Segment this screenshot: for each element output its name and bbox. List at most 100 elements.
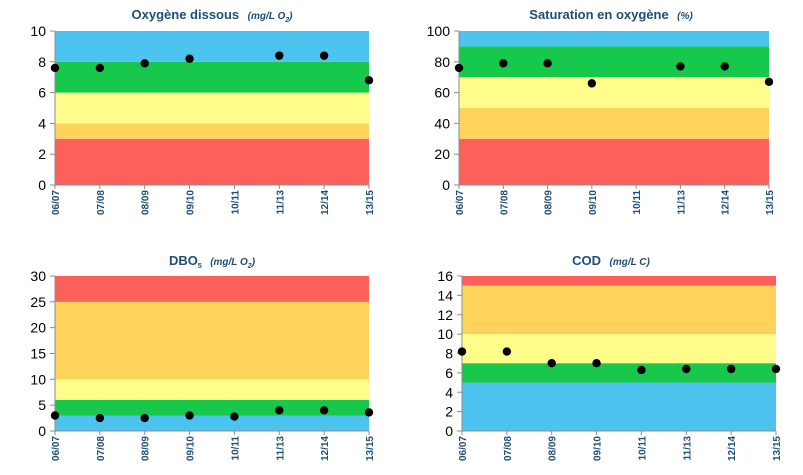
band-red	[55, 276, 369, 302]
data-point	[364, 76, 374, 85]
x-tick-label: 08/09	[544, 190, 555, 215]
x-tick-label: 09/10	[186, 190, 197, 215]
x-tick-label: 06/07	[455, 190, 466, 215]
y-tick-label: 2	[445, 404, 453, 420]
y-tick-label: 4	[445, 384, 453, 400]
y-tick-label: 14	[437, 287, 453, 303]
x-tick-label: 11/13	[676, 190, 687, 215]
y-tick-label: 80	[434, 54, 450, 70]
data-point	[275, 406, 284, 415]
x-tick-label: 08/09	[141, 436, 152, 461]
y-tick-label: 8	[38, 54, 46, 70]
chart-oxygene-dissous: Oxygène dissous (mg/L O2) 0 2 4 6 8 10 06/07 07…	[30, 6, 376, 215]
x-tick-label: 12/14	[727, 436, 738, 461]
x-tick-label: 09/10	[588, 190, 599, 215]
data-point	[592, 358, 601, 368]
y-tick-label: 6	[445, 365, 453, 381]
band-yellow	[55, 379, 369, 400]
x-tick-label: 09/10	[186, 436, 197, 461]
data-point	[185, 54, 194, 63]
y-tick-label: 0	[442, 177, 450, 193]
data-point	[726, 364, 736, 374]
data-point	[50, 63, 60, 73]
data-point	[720, 62, 729, 71]
plot-area: 0 5 10 15 20 25 30 06/07 07/08 08/09 09/10 10/11 11/…	[30, 268, 376, 461]
x-tick-label: 11/13	[275, 190, 286, 215]
y-tick-label: 20	[434, 146, 450, 162]
band-yellow	[55, 92, 369, 124]
y-tick-label: 100	[427, 23, 451, 39]
y-tick-label: 0	[38, 423, 46, 439]
y-tick-label: 16	[437, 268, 453, 284]
band-green	[55, 61, 369, 93]
chart-title: Oxygène dissous (mg/L O2)	[132, 6, 294, 24]
band-orange	[55, 301, 369, 380]
band-green	[462, 363, 776, 383]
y-tick-label: 2	[38, 146, 46, 162]
band-blue	[55, 31, 369, 62]
chart-dbo5: DBO5 (mg/L O2) 0 5 10 15 20 25 30 06/07 07/08 08/…	[30, 253, 376, 461]
data-point	[764, 77, 774, 87]
y-tick-label: 0	[445, 423, 453, 439]
chart-cod: COD (mg/L C) 0 2 4 6 8 10 12 14 16 06/07 07/08 08/0…	[437, 252, 783, 461]
y-tick-label: 30	[30, 268, 46, 284]
x-tick-label: 06/07	[458, 436, 469, 461]
y-tick-label: 60	[434, 85, 450, 101]
y-tick-label: 10	[437, 326, 453, 342]
band-yellow	[459, 77, 769, 108]
x-tick-label: 08/09	[141, 190, 152, 215]
y-tick-label: 20	[30, 320, 46, 336]
y-tick-label: 0	[38, 177, 46, 193]
x-tick-label: 10/11	[230, 436, 241, 461]
band-orange	[462, 285, 776, 335]
data-point	[637, 365, 646, 375]
band-red	[459, 138, 769, 185]
band-red	[55, 138, 369, 185]
chart-title: Saturation en oxygène (%)	[529, 6, 693, 23]
band-blue	[55, 415, 369, 431]
y-tick-label: 25	[30, 294, 46, 310]
band-blue	[462, 382, 776, 431]
plot-area: 0 2 4 6 8 10 06/07 07/08 08/09 09/10 10/11 11/13 12/…	[30, 23, 376, 215]
x-tick-label: 07/08	[503, 436, 514, 461]
chart-title: COD (mg/L C)	[572, 252, 650, 269]
x-tick-label: 07/08	[96, 190, 107, 215]
x-tick-label: 11/13	[682, 436, 693, 461]
data-point	[140, 59, 149, 68]
data-point	[95, 413, 105, 423]
plot-area: 0 20 40 60 80 100 06/07 07/08 08/09 09/10 10/11 11/…	[427, 23, 776, 215]
data-point	[319, 406, 329, 415]
band-blue	[459, 31, 769, 47]
x-tick-label: 06/07	[51, 190, 62, 215]
data-point	[457, 347, 467, 356]
plot-area: 0 2 4 6 8 10 12 14 16 06/07 07/08 08/09 09/10 10/11 11…	[437, 268, 783, 461]
data-point	[185, 411, 194, 420]
y-tick-label: 10	[30, 371, 46, 387]
data-point	[230, 412, 239, 421]
y-tick-label: 8	[445, 346, 453, 362]
data-point	[364, 408, 374, 417]
data-point	[319, 51, 329, 60]
chart-title: DBO5 (mg/L O2)	[169, 253, 256, 272]
band-red	[462, 276, 776, 286]
x-tick-label: 12/14	[320, 436, 331, 461]
data-point	[547, 358, 556, 368]
data-point	[543, 59, 552, 68]
x-tick-label: 10/11	[632, 190, 643, 215]
x-tick-label: 13/15	[365, 436, 376, 461]
y-tick-label: 40	[434, 115, 450, 131]
data-point	[771, 364, 781, 374]
data-point	[682, 364, 691, 374]
x-tick-label: 13/15	[772, 436, 783, 461]
x-tick-label: 10/11	[637, 436, 648, 461]
x-tick-label: 11/13	[275, 436, 286, 461]
x-tick-label: 08/09	[548, 436, 559, 461]
band-orange	[55, 123, 369, 139]
x-tick-label: 07/08	[499, 190, 510, 215]
data-point	[502, 347, 512, 356]
data-point	[95, 63, 105, 73]
x-tick-label: 13/15	[365, 190, 376, 215]
band-yellow	[462, 334, 776, 364]
y-tick-label: 10	[30, 23, 46, 39]
